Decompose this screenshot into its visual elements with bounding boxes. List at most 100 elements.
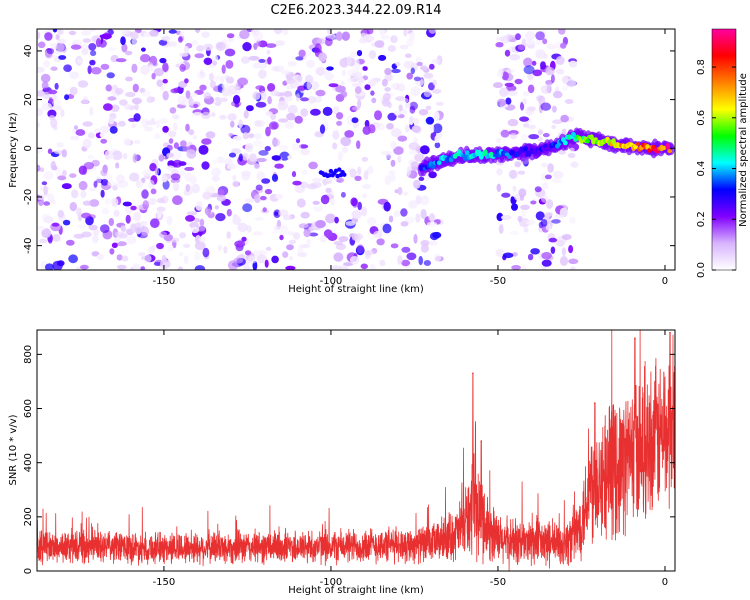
noise-blob	[502, 252, 514, 259]
noise-blob	[527, 253, 534, 261]
snr-peak-point	[594, 402, 596, 404]
noise-blob	[191, 39, 198, 46]
noise-blob	[179, 63, 186, 72]
noise-blob	[514, 78, 523, 85]
noise-blob	[262, 207, 267, 213]
noise-blob	[78, 180, 88, 191]
noise-blob	[501, 214, 512, 221]
snr-peak-point	[480, 440, 483, 442]
noise-blob	[555, 68, 565, 75]
noise-blob	[527, 72, 534, 81]
noise-blob	[109, 248, 115, 255]
noise-blob	[51, 222, 60, 227]
noise-blob	[242, 203, 253, 213]
noise-blob	[532, 69, 543, 77]
noise-blob	[408, 200, 418, 209]
noise-blob	[383, 92, 391, 102]
noise-blob	[37, 122, 41, 128]
noise-blob	[567, 152, 576, 159]
noise-blob	[48, 89, 58, 95]
spectrogram-x-label: Height of straight line (km)	[288, 284, 424, 295]
noise-blob	[89, 59, 96, 66]
noise-blob	[151, 72, 156, 80]
noise-blob	[315, 220, 326, 229]
snr-y-label: SNR (10 * v/v)	[8, 414, 19, 485]
noise-blob	[279, 234, 284, 241]
spectrogram-y-tick-label: 20	[23, 93, 34, 106]
noise-blob	[564, 99, 574, 104]
noise-blob	[228, 152, 237, 158]
noise-blob	[379, 29, 386, 36]
noise-blob	[523, 65, 535, 75]
noise-blob	[185, 90, 191, 99]
noise-blob	[287, 231, 295, 236]
noise-blob	[535, 211, 545, 221]
noise-blob	[226, 208, 232, 217]
noise-blob	[524, 39, 536, 45]
noise-blob	[172, 122, 178, 132]
noise-blob	[350, 197, 358, 207]
noise-blob	[561, 75, 569, 84]
noise-blob	[131, 63, 138, 73]
snr-peak-point	[634, 337, 636, 339]
noise-blob	[121, 255, 129, 262]
noise-blob	[388, 170, 396, 176]
noise-blob	[540, 162, 548, 168]
noise-blob	[144, 126, 154, 132]
noise-blob	[89, 29, 96, 33]
noise-blob	[140, 64, 150, 75]
noise-blob	[54, 82, 59, 90]
noise-blob	[335, 243, 346, 251]
noise-blob	[242, 132, 249, 140]
noise-blob	[390, 35, 398, 44]
noise-blob	[432, 231, 442, 239]
noise-blob	[271, 66, 280, 72]
noise-blob	[402, 191, 409, 196]
noise-blob	[43, 171, 54, 180]
noise-blob	[116, 254, 123, 261]
noise-blob	[43, 60, 51, 68]
snr-x-tick-label: -100	[320, 577, 343, 588]
noise-blob	[505, 69, 516, 74]
noise-blob	[570, 161, 579, 168]
noise-blob	[547, 163, 554, 173]
noise-blob	[136, 180, 141, 187]
noise-blob	[214, 205, 219, 210]
noise-blob	[391, 68, 401, 74]
noise-blob	[130, 31, 139, 40]
noise-blob	[95, 38, 102, 48]
noise-blob	[406, 252, 417, 261]
noise-blob	[300, 108, 309, 117]
noise-blob	[156, 210, 162, 219]
noise-blob	[245, 198, 255, 203]
snr-x-tick-label: -50	[490, 577, 506, 588]
noise-blob	[374, 110, 382, 121]
noise-blob	[330, 265, 341, 270]
noise-blob	[419, 145, 430, 155]
noise-blob	[252, 91, 261, 101]
noise-blob	[281, 69, 292, 76]
noise-blob	[78, 165, 87, 175]
noise-blob	[510, 196, 515, 205]
noise-blob	[312, 177, 322, 183]
spectrogram-y-tick-label: -40	[23, 237, 34, 253]
noise-blob	[434, 142, 441, 149]
noise-blob	[126, 235, 137, 245]
noise-blob	[560, 114, 569, 123]
noise-blob	[69, 201, 78, 212]
noise-blob	[153, 261, 162, 266]
noise-blob	[89, 106, 94, 116]
noise-blob	[194, 29, 201, 33]
noise-blob	[177, 266, 184, 270]
noise-blob	[214, 75, 222, 81]
noise-blob	[388, 215, 394, 223]
noise-blob	[254, 216, 264, 221]
ridge-point	[563, 140, 568, 146]
noise-blob	[337, 151, 343, 161]
noise-blob	[346, 55, 352, 65]
noise-blob	[88, 224, 98, 231]
noise-blob	[291, 171, 297, 178]
noise-blob	[162, 125, 169, 133]
ridge-point	[436, 160, 442, 166]
noise-blob	[179, 232, 187, 239]
